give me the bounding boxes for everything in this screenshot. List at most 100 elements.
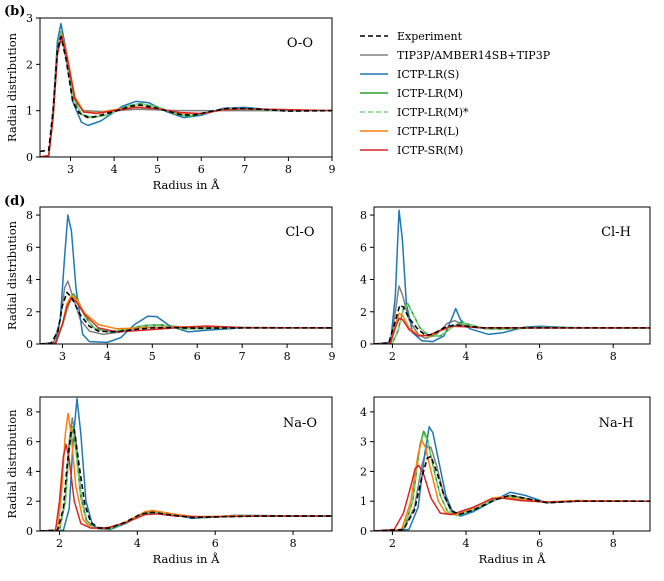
x-axis-label: Radius in Å xyxy=(153,178,221,192)
chart-panels: 3 4 5 6 7 8 9 0 1 2 3 O-O Radius in Å Radial distribu… xyxy=(5,12,651,566)
x-tick-label: 9 xyxy=(329,163,336,176)
series-group xyxy=(374,426,650,531)
panel-title: Na-H xyxy=(599,416,634,431)
series-line-ictp-sr-m xyxy=(40,443,332,531)
x-tick-label: 7 xyxy=(241,163,248,176)
plot-frame xyxy=(39,17,333,158)
y-tick-label: 6 xyxy=(360,241,367,254)
x-tick-label: 3 xyxy=(67,163,74,176)
panel-label-b: (b) xyxy=(4,4,25,19)
y-tick-label: 2 xyxy=(360,306,367,319)
y-tick-label: 1 xyxy=(26,105,33,118)
series-line-ictp-lr-l xyxy=(40,33,332,157)
chart-legend: Experiment TIP3P/AMBER14SB+TIP3P ICTP-LR(S… xyxy=(360,30,551,157)
legend-label: ICTP-SR(M) xyxy=(397,144,463,157)
series-group xyxy=(40,214,332,344)
series-line-ictp-lr-m xyxy=(40,294,332,344)
x-tick-label: 6 xyxy=(194,350,201,363)
x-tick-label: 9 xyxy=(329,350,336,363)
y-tick-label: 2 xyxy=(360,465,367,478)
legend-entry-ictp-lr-l: ICTP-LR(L) xyxy=(360,125,459,138)
x-tick-label: 4 xyxy=(104,350,111,363)
y-tick-label: 6 xyxy=(26,436,33,449)
legend-entry-ictp-lr-m: ICTP-LR(M)* xyxy=(360,106,469,119)
x-tick-label: 6 xyxy=(536,350,543,363)
series-line-tip3p-amber14sb-tip3p xyxy=(374,445,650,531)
panel-cl-h: 2 4 6 8 0 2 4 6 8 Cl-H xyxy=(360,206,651,363)
x-tick-label: 8 xyxy=(610,537,617,550)
y-tick-label: 4 xyxy=(26,465,33,478)
plot-frame xyxy=(373,206,651,345)
series-line-ictp-lr-m xyxy=(374,302,650,344)
y-tick-label: 3 xyxy=(360,436,367,449)
x-tick-label: 2 xyxy=(389,537,396,550)
legend-entry-ictp-sr-m: ICTP-SR(M) xyxy=(360,144,463,157)
y-tick-label: 0 xyxy=(26,151,33,164)
series-group xyxy=(40,22,332,157)
x-axis-label: Radius in Å xyxy=(479,552,547,566)
y-tick-label: 3 xyxy=(26,12,33,25)
series-line-experiment xyxy=(40,291,332,344)
panel-label-d: (d) xyxy=(4,194,25,209)
y-tick-label: 4 xyxy=(360,274,367,287)
x-tick-label: 8 xyxy=(285,163,292,176)
panel-title: O-O xyxy=(287,36,313,51)
y-axis-label: Radial distribution xyxy=(5,32,19,142)
series-line-ictp-sr-m xyxy=(374,317,650,344)
y-axis-label: Radial distribution xyxy=(5,220,19,330)
series-line-ictp-sr-m xyxy=(40,35,332,157)
series-group xyxy=(374,209,650,344)
x-tick-label: 8 xyxy=(610,350,617,363)
legend-label: ICTP-LR(M)* xyxy=(397,106,469,119)
y-tick-label: 8 xyxy=(360,209,367,222)
y-tick-label: 2 xyxy=(26,495,33,508)
x-tick-label: 7 xyxy=(239,350,246,363)
y-tick-label: 4 xyxy=(26,274,33,287)
x-tick-label: 5 xyxy=(149,350,156,363)
legend-label: Experiment xyxy=(397,30,463,43)
y-tick-label: 0 xyxy=(26,338,33,351)
y-tick-label: 8 xyxy=(26,209,33,222)
panel-na-h: 2 4 6 8 0 1 2 3 4 Na-H Radius in Å xyxy=(360,396,651,566)
plot-frame xyxy=(373,396,651,532)
x-tick-label: 2 xyxy=(389,350,396,363)
x-axis-label: Radius in Å xyxy=(153,552,221,566)
x-tick-label: 3 xyxy=(59,350,66,363)
y-tick-label: 6 xyxy=(26,241,33,254)
series-line-ictp-lr-m xyxy=(374,303,650,344)
series-line-ictp-sr-m xyxy=(40,297,332,344)
legend-entry-ictp-lr-s: ICTP-LR(S) xyxy=(360,68,459,81)
y-tick-label: 1 xyxy=(360,495,367,508)
y-tick-label: 4 xyxy=(360,406,367,419)
x-tick-label: 5 xyxy=(154,163,161,176)
x-tick-label: 4 xyxy=(463,537,470,550)
x-tick-label: 4 xyxy=(111,163,118,176)
panel-title: Cl-H xyxy=(601,225,631,240)
x-tick-label: 8 xyxy=(290,537,297,550)
legend-entry-ictp-lr-m: ICTP-LR(M) xyxy=(360,87,463,100)
series-line-experiment xyxy=(40,35,332,153)
series-line-ictp-lr-m xyxy=(374,430,650,531)
panel-o-o: 3 4 5 6 7 8 9 0 1 2 3 O-O Radius in Å Radial distribu… xyxy=(5,12,336,192)
y-tick-label: 2 xyxy=(26,58,33,71)
x-tick-label: 4 xyxy=(134,537,141,550)
x-tick-label: 2 xyxy=(56,537,63,550)
legend-entry-tip3p-amber14sb-tip3p: TIP3P/AMBER14SB+TIP3P xyxy=(360,49,551,62)
x-tick-label: 8 xyxy=(284,350,291,363)
series-line-ictp-sr-m xyxy=(374,464,650,531)
panel-cl-o: 3 4 5 6 7 8 9 0 2 4 6 8 Cl-O Radial distribution xyxy=(5,206,336,363)
plot-frame xyxy=(39,396,333,532)
y-axis-label: Radial distribution xyxy=(5,409,19,519)
x-tick-label: 4 xyxy=(463,350,470,363)
y-tick-label: 0 xyxy=(360,525,367,538)
x-tick-label: 6 xyxy=(198,163,205,176)
legend-label: ICTP-LR(M) xyxy=(397,87,463,100)
y-tick-label: 0 xyxy=(26,525,33,538)
y-tick-label: 0 xyxy=(360,338,367,351)
series-line-ictp-lr-m xyxy=(40,32,332,157)
x-tick-label: 6 xyxy=(212,537,219,550)
x-tick-label: 6 xyxy=(536,537,543,550)
series-line-experiment xyxy=(374,455,650,531)
legend-label: ICTP-LR(S) xyxy=(397,68,459,81)
